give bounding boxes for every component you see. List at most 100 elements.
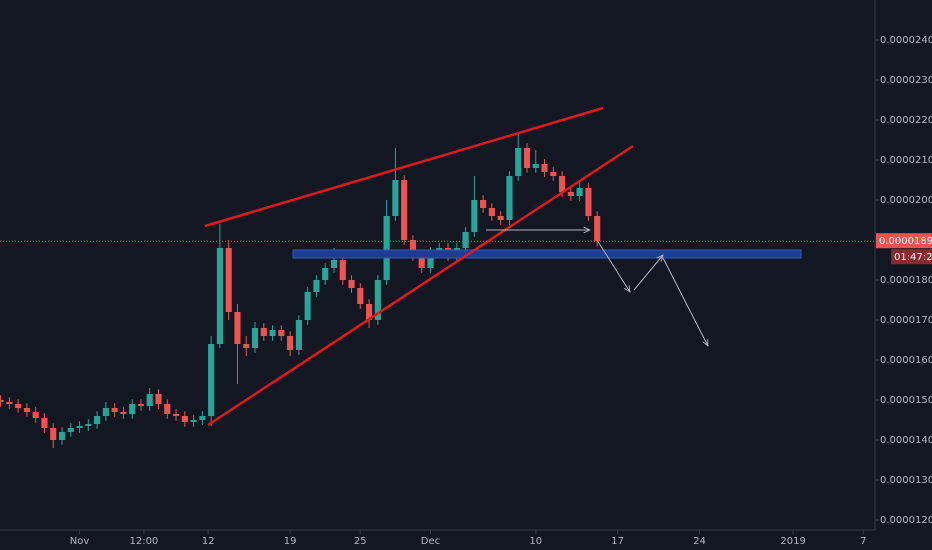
candle-body: [488, 208, 495, 216]
countdown-label: 01:47:28: [894, 252, 932, 263]
candle-body: [234, 312, 241, 344]
x-tick-label: 2019: [780, 536, 805, 547]
candle-body: [50, 428, 57, 440]
candle-body: [111, 408, 118, 412]
candle-body: [348, 280, 355, 288]
x-tick-label: 24: [693, 536, 706, 547]
candle-body: [6, 402, 13, 404]
candle-body: [339, 260, 346, 280]
candle-body: [146, 394, 153, 406]
candle-body: [418, 256, 425, 268]
candle-body: [541, 164, 548, 172]
candle-body: [225, 248, 232, 312]
x-tick-label: 25: [354, 536, 367, 547]
candle-body: [567, 192, 574, 196]
candle-body: [304, 292, 311, 320]
candle-body: [506, 176, 513, 220]
y-tick-label: 0.00002400: [880, 35, 932, 46]
candle-body: [322, 268, 329, 280]
candle-body: [181, 416, 188, 422]
x-tick-label: 12:00: [129, 536, 158, 547]
x-tick-label: 10: [529, 536, 542, 547]
candle-body: [532, 164, 539, 168]
x-tick-label: 19: [284, 536, 297, 547]
candle-body: [0, 400, 4, 402]
candle-body: [295, 320, 302, 350]
countdown-tag: [891, 249, 932, 265]
candle-body: [497, 216, 504, 220]
candle-body: [23, 408, 30, 412]
candle-body: [85, 424, 92, 426]
x-tick-label: 12: [202, 536, 215, 547]
current-price-label: 0.00001897: [879, 236, 932, 247]
candle-body: [462, 232, 469, 248]
candle-body: [260, 328, 267, 336]
arrow: [662, 257, 708, 346]
candle-body: [550, 172, 557, 176]
candle-body: [585, 188, 592, 216]
candle-body: [269, 330, 276, 336]
candle-body: [594, 216, 601, 242]
candle-body: [383, 216, 390, 280]
candle-body: [199, 416, 206, 420]
arrow: [633, 255, 663, 291]
candle-body: [243, 344, 250, 348]
x-tick-label: 17: [611, 536, 624, 547]
lower-trendline: [207, 144, 634, 427]
candle-body: [164, 404, 171, 414]
candle-body: [471, 200, 478, 232]
candle-body: [137, 404, 145, 406]
candle-body: [67, 428, 74, 432]
candle-body: [32, 412, 39, 418]
candle-body: [576, 188, 583, 196]
current-price-tag: [876, 233, 932, 249]
candle-body: [251, 328, 259, 348]
support-zone: [292, 249, 802, 259]
candle-body: [374, 280, 381, 320]
candle-body: [208, 344, 215, 416]
candle-body: [102, 408, 109, 416]
x-tick-label: 7: [860, 536, 866, 547]
x-tick-label: Nov: [70, 536, 90, 547]
candle-body: [480, 200, 487, 208]
candle-body: [129, 404, 136, 414]
candle-body: [41, 418, 48, 428]
candle-body: [523, 148, 531, 168]
candle-body: [357, 288, 364, 304]
candle-body: [172, 414, 180, 416]
upper-trendline: [204, 106, 604, 228]
candle-body: [287, 336, 294, 350]
candle-body: [94, 416, 101, 424]
candle-body: [392, 180, 399, 216]
candle-body: [409, 240, 417, 256]
candle-body: [216, 248, 223, 344]
candle-body: [120, 412, 127, 414]
candle-body: [58, 432, 66, 440]
arrow: [596, 239, 630, 292]
x-tick-label: Dec: [421, 536, 440, 547]
candle-body: [559, 176, 566, 192]
candle-body: [365, 304, 373, 320]
drawings: [204, 106, 802, 427]
candle-body: [155, 394, 162, 404]
candle-body: [427, 252, 434, 268]
plot-area: [0, 134, 601, 448]
candle-body: [330, 260, 338, 268]
candle-body: [15, 404, 22, 408]
candle-body: [190, 420, 197, 422]
candle-body: [313, 280, 320, 292]
